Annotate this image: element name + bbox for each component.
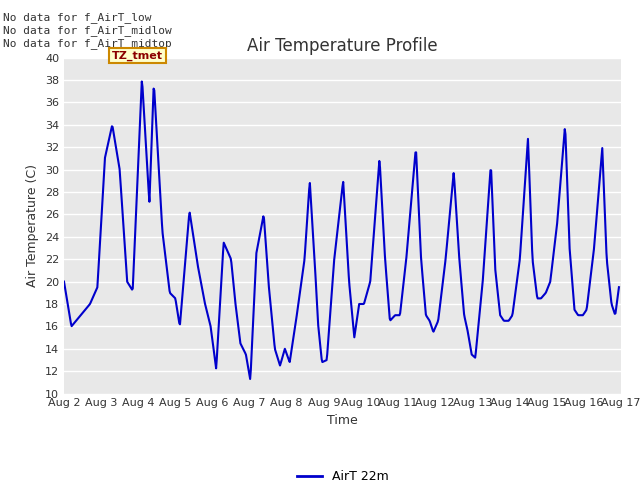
Text: TZ_tmet: TZ_tmet xyxy=(112,50,163,60)
X-axis label: Time: Time xyxy=(327,414,358,427)
Y-axis label: Air Temperature (C): Air Temperature (C) xyxy=(26,164,39,287)
Text: No data for f_AirT_midtop: No data for f_AirT_midtop xyxy=(3,38,172,49)
Title: Air Temperature Profile: Air Temperature Profile xyxy=(247,36,438,55)
Text: No data for f_AirT_midlow: No data for f_AirT_midlow xyxy=(3,25,172,36)
Text: No data for f_AirT_low: No data for f_AirT_low xyxy=(3,12,152,23)
Legend: AirT 22m: AirT 22m xyxy=(292,465,393,480)
